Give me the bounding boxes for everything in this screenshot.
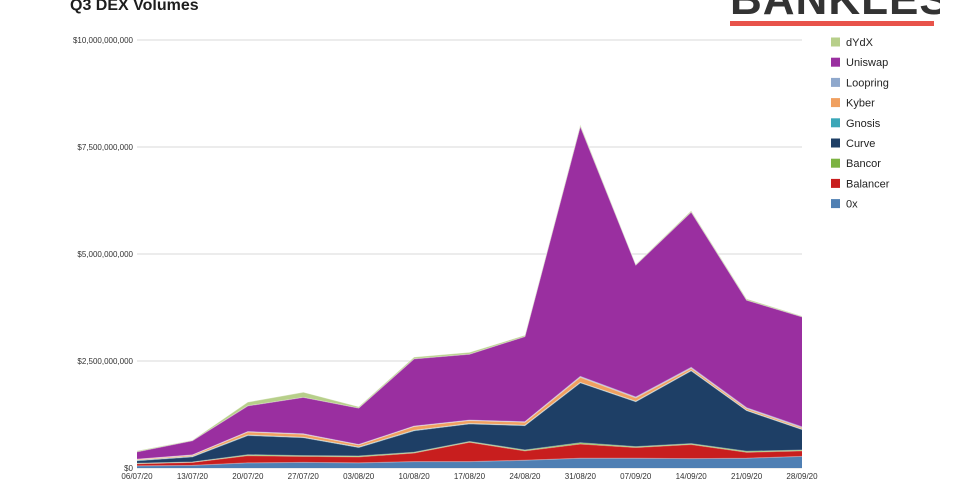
legend-swatch [831, 77, 840, 87]
legend-swatch [831, 57, 840, 67]
x-tick-label: 14/09/20 [676, 472, 708, 480]
x-tick-label: 28/09/20 [786, 472, 818, 480]
y-tick-label: $0 [124, 464, 133, 473]
area-edge-gnosis [136, 369, 803, 461]
area-edge-uniswap [136, 124, 803, 453]
legend-label: Kyber [846, 98, 875, 110]
area-balancer [137, 442, 802, 466]
x-axis-ticks: 06/07/20 13/07/20 20/07/20 27/07/20 03/08/20… [121, 472, 818, 480]
area-edge-0x [136, 455, 803, 467]
legend-swatch [831, 37, 840, 47]
y-tick-label: $2,500,000,000 [77, 357, 133, 366]
brand-wordmark: BANKLESS [730, 0, 940, 22]
area-edge-loopring [136, 366, 803, 460]
legend-swatch [831, 158, 840, 168]
x-tick-label: 06/07/20 [121, 472, 153, 480]
legend-item-balancer: Balancer [831, 178, 890, 190]
legend-label: Gnosis [846, 118, 881, 130]
legend-swatch [831, 138, 840, 148]
y-tick-label: $7,500,000,000 [77, 143, 133, 152]
y-axis-ticks: $0 $2,500,000,000 $5,000,000,000 $7,500,000… [73, 36, 134, 473]
x-tick-label: 10/08/20 [399, 472, 431, 480]
area-uniswap [137, 126, 802, 460]
y-tick-label: $5,000,000,000 [77, 250, 133, 259]
x-tick-label: 13/07/20 [177, 472, 209, 480]
area-bancor [137, 441, 802, 464]
legend-swatch [831, 98, 840, 108]
legend-label: 0x [846, 199, 858, 211]
x-tick-label: 31/08/20 [565, 472, 597, 480]
area-edge-curve [136, 370, 803, 462]
legend-item-0x: 0x [831, 199, 858, 211]
legend-label: Curve [846, 138, 875, 150]
legend-item-curve: Curve [831, 138, 875, 150]
x-tick-label: 03/08/20 [343, 472, 375, 480]
legend-item-kyber: Kyber [831, 98, 875, 110]
area-curve [137, 370, 802, 464]
chart-title: Q3 DEX Volumes [70, 0, 199, 14]
legend-item-loopring: Loopring [831, 77, 889, 89]
area-0x [137, 456, 802, 468]
area-edge-bancor [136, 440, 803, 464]
x-tick-label: 20/07/20 [232, 472, 264, 480]
legend-label: Bancor [846, 158, 881, 170]
area-edge-dydx [136, 123, 803, 452]
x-tick-label: 24/08/20 [509, 472, 541, 480]
legend-label: Balancer [846, 178, 890, 190]
area-kyber [137, 368, 802, 461]
legend-label: Loopring [846, 77, 889, 89]
brand-underline [730, 21, 934, 26]
legend-label: Uniswap [846, 57, 888, 69]
stacked-areas [136, 123, 803, 468]
legend-item-bancor: Bancor [831, 158, 881, 170]
area-edge-kyber [136, 367, 803, 460]
y-tick-label: $10,000,000,000 [73, 36, 134, 45]
legend-label: dYdX [846, 37, 874, 49]
legend-item-dydx: dYdX [831, 37, 874, 49]
area-edge-balancer [136, 441, 803, 465]
legend-item-uniswap: Uniswap [831, 57, 888, 69]
legend-item-gnosis: Gnosis [831, 118, 881, 130]
x-tick-label: 07/09/20 [620, 472, 652, 480]
legend: dYdX Uniswap Loopring Kyber Gnosis Curve Banco… [831, 37, 890, 211]
x-tick-label: 17/08/20 [454, 472, 486, 480]
x-tick-label: 27/07/20 [288, 472, 320, 480]
legend-swatch [831, 178, 840, 188]
brand-logo: BANKLESS [730, 0, 940, 28]
legend-swatch [831, 199, 840, 209]
legend-swatch [831, 118, 840, 128]
x-tick-label: 21/09/20 [731, 472, 763, 480]
